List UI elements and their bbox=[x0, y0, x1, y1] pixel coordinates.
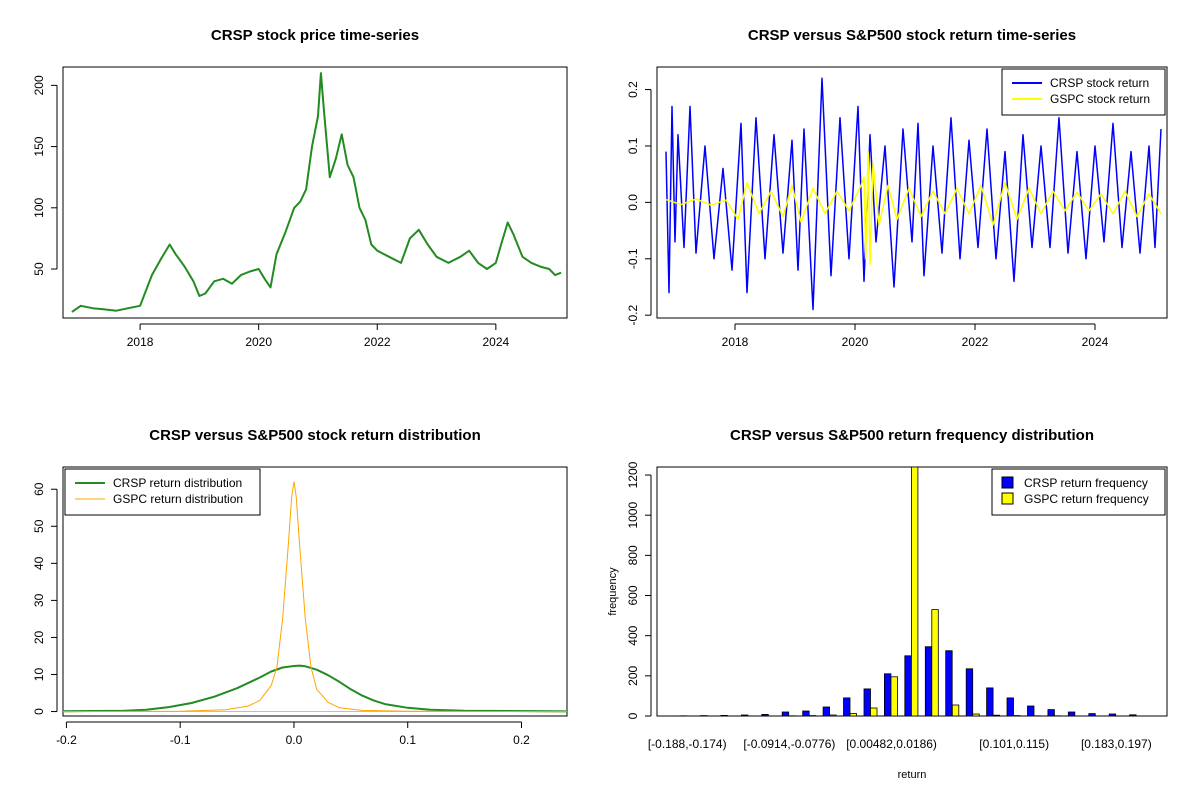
chart-title: CRSP versus S&P500 stock return time-ser… bbox=[748, 27, 1076, 44]
crsp-bar bbox=[925, 647, 932, 716]
crsp-bar bbox=[1028, 706, 1035, 716]
legend-swatch bbox=[1002, 477, 1013, 488]
legend-label: CRSP return frequency bbox=[1024, 476, 1148, 490]
gspc-bar bbox=[850, 714, 857, 716]
y-tick-label: 0 bbox=[32, 708, 46, 715]
crsp-bar bbox=[905, 656, 912, 716]
crsp-bar bbox=[966, 669, 973, 716]
x-tick-label: 2018 bbox=[722, 335, 749, 349]
legend-label: GSPC return frequency bbox=[1024, 492, 1149, 506]
y-tick-label: 1200 bbox=[626, 461, 640, 488]
gspc-bar bbox=[871, 708, 878, 716]
y-tick-label: 10 bbox=[32, 668, 46, 682]
crsp-bar bbox=[1048, 710, 1055, 716]
x-category-label: [0.00482,0.0186) bbox=[846, 737, 937, 751]
gspc-bar bbox=[952, 705, 959, 716]
y-tick-label: 30 bbox=[32, 593, 46, 607]
panel-return-histogram: CRSP versus S&P500 return frequency dist… bbox=[607, 427, 1167, 781]
x-tick-label: -0.1 bbox=[170, 733, 191, 747]
chart-title: CRSP stock price time-series bbox=[211, 27, 419, 44]
panel-return-series: CRSP versus S&P500 stock return time-ser… bbox=[626, 27, 1167, 349]
x-tick-label: 0.1 bbox=[399, 733, 416, 747]
x-tick-label: 0.2 bbox=[513, 733, 530, 747]
gspc-bar bbox=[973, 714, 980, 716]
y-tick-label: 200 bbox=[32, 75, 46, 95]
x-tick-label: 2020 bbox=[842, 335, 869, 349]
crsp-bar bbox=[1109, 714, 1116, 716]
gspc-bar bbox=[911, 467, 918, 716]
y-tick-label: 1000 bbox=[626, 502, 640, 529]
crsp-bar bbox=[803, 711, 810, 716]
x-axis-title: return bbox=[898, 769, 927, 781]
y-tick-label: 150 bbox=[32, 136, 46, 156]
x-category-label: [0.183,0.197) bbox=[1081, 737, 1152, 751]
crsp-bar bbox=[1089, 714, 1096, 716]
gspc-bar bbox=[993, 715, 1000, 716]
y-tick-label: 50 bbox=[32, 519, 46, 533]
y-tick-label: 200 bbox=[626, 666, 640, 686]
panel-return-density: CRSP versus S&P500 stock return distribu… bbox=[32, 427, 567, 747]
crsp-bar bbox=[782, 712, 789, 716]
y-tick-label: 50 bbox=[32, 262, 46, 276]
price-line bbox=[72, 73, 561, 312]
crsp-bar bbox=[844, 698, 851, 716]
panel-price-series: CRSP stock price time-series 2018 2020 2022… bbox=[32, 27, 567, 349]
crsp-bar bbox=[1007, 698, 1014, 716]
y-tick-label: 600 bbox=[626, 585, 640, 605]
crsp-bar bbox=[762, 714, 769, 716]
x-category-label: [0.101,0.115) bbox=[979, 737, 1049, 751]
crsp-bar bbox=[823, 707, 830, 716]
legend-label: CRSP return distribution bbox=[113, 476, 242, 490]
gspc-bar bbox=[830, 715, 837, 716]
crsp-bar bbox=[1130, 715, 1137, 716]
x-tick-label: 2024 bbox=[1082, 335, 1109, 349]
gspc-bar bbox=[891, 677, 898, 716]
x-tick-label: 2024 bbox=[482, 335, 509, 349]
legend-label: GSPC stock return bbox=[1050, 92, 1150, 106]
y-tick-label: 100 bbox=[32, 197, 46, 217]
y-tick-label: 800 bbox=[626, 545, 640, 565]
x-category-label: [-0.188,-0.174) bbox=[648, 737, 727, 751]
y-tick-label: -0.1 bbox=[626, 248, 640, 269]
x-tick-label: 2020 bbox=[245, 335, 272, 349]
x-category-label: [-0.0914,-0.0776) bbox=[743, 737, 835, 751]
y-tick-label: 40 bbox=[32, 556, 46, 570]
crsp-bar bbox=[741, 715, 748, 716]
crsp-density-line bbox=[63, 666, 567, 712]
y-tick-label: -0.2 bbox=[626, 305, 640, 326]
crsp-bar bbox=[946, 651, 953, 716]
legend-label: GSPC return distribution bbox=[113, 492, 243, 506]
x-tick-label: 2022 bbox=[962, 335, 989, 349]
chart-title: CRSP versus S&P500 return frequency dist… bbox=[730, 427, 1094, 444]
crsp-bar bbox=[1068, 712, 1075, 716]
crsp-bar bbox=[987, 688, 994, 716]
gspc-density-line bbox=[63, 482, 567, 712]
x-tick-label: 2018 bbox=[127, 335, 154, 349]
x-tick-label: 0.0 bbox=[286, 733, 303, 747]
gspc-bar bbox=[932, 610, 939, 716]
crsp-bar bbox=[721, 715, 728, 716]
y-tick-label: 0 bbox=[626, 712, 640, 719]
chart-title: CRSP versus S&P500 stock return distribu… bbox=[149, 427, 481, 444]
y-tick-label: 60 bbox=[32, 482, 46, 496]
plot-frame bbox=[63, 67, 567, 318]
y-tick-label: 0.2 bbox=[626, 81, 640, 98]
crsp-bar bbox=[864, 689, 871, 716]
y-tick-label: 20 bbox=[32, 630, 46, 644]
y-axis-title: frequency bbox=[607, 567, 619, 616]
legend-label: CRSP stock return bbox=[1050, 76, 1149, 90]
x-tick-label: -0.2 bbox=[56, 733, 77, 747]
x-tick-label: 2022 bbox=[364, 335, 391, 349]
y-tick-label: 400 bbox=[626, 625, 640, 645]
y-tick-label: 0.0 bbox=[626, 194, 640, 211]
crsp-bar bbox=[884, 674, 891, 716]
y-tick-label: 0.1 bbox=[626, 137, 640, 154]
legend-swatch bbox=[1002, 493, 1013, 504]
